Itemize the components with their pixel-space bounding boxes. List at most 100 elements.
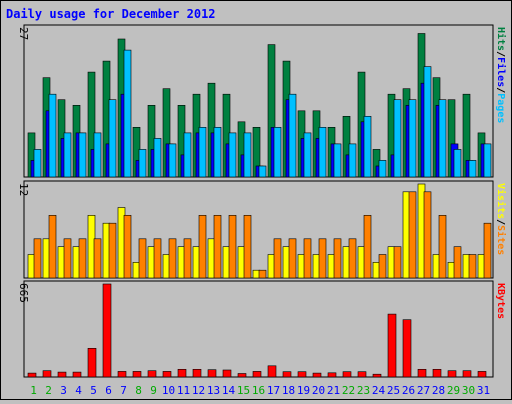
bar-kbytes-day-18 xyxy=(282,371,292,378)
bar-pages-day-13 xyxy=(213,127,222,178)
x-tick-label: 9 xyxy=(150,384,157,397)
x-tick-label: 29 xyxy=(447,384,460,397)
bar-kbytes-day-24 xyxy=(372,373,382,378)
bar-sites-day-24 xyxy=(378,254,387,279)
x-tick-label: 11 xyxy=(177,384,190,397)
bar-pages-day-31 xyxy=(483,143,492,178)
x-tick-label: 26 xyxy=(402,384,415,397)
panel-3: 665 KBytes xyxy=(17,280,506,378)
y-max-label: 665 xyxy=(17,283,30,303)
legend-separator: / xyxy=(495,51,506,57)
x-tick-label: 3 xyxy=(60,384,67,397)
bar-kbytes-day-25 xyxy=(387,313,397,378)
x-tick-label: 21 xyxy=(327,384,340,397)
bar-kbytes-day-1 xyxy=(27,372,37,378)
bar-kbytes-day-30 xyxy=(462,370,472,378)
x-tick-label: 22 xyxy=(342,384,355,397)
bar-pages-day-10 xyxy=(168,143,177,178)
bar-sites-day-23 xyxy=(363,215,372,279)
x-tick-label: 14 xyxy=(222,384,236,397)
bar-sites-day-29 xyxy=(453,246,462,279)
bar-kbytes-day-27 xyxy=(417,368,427,378)
bar-kbytes-day-10 xyxy=(162,371,172,378)
bar-pages-day-9 xyxy=(153,138,162,178)
bar-sites-day-28 xyxy=(438,215,447,279)
bar-sites-day-21 xyxy=(333,238,342,279)
panel-legend: Visits/Sites xyxy=(495,183,507,255)
chart-title: Daily usage for December 2012 xyxy=(6,7,216,21)
bar-pages-day-15 xyxy=(243,132,252,178)
bar-sites-day-31 xyxy=(483,222,492,279)
bar-pages-day-3 xyxy=(63,132,72,178)
y-max-label: 12 xyxy=(17,183,30,196)
bar-kbytes-day-19 xyxy=(297,371,307,378)
bar-sites-day-14 xyxy=(228,215,237,279)
bar-sites-day-4 xyxy=(78,238,87,279)
bar-kbytes-day-4 xyxy=(72,371,82,378)
bar-kbytes-day-5 xyxy=(87,347,97,378)
panel-legend: Hits/Files/Pages xyxy=(495,27,507,123)
x-tick-label: 12 xyxy=(192,384,205,397)
bar-sites-day-3 xyxy=(63,238,72,279)
bar-sites-day-20 xyxy=(318,238,327,279)
x-tick-label: 20 xyxy=(312,384,325,397)
bar-kbytes-day-22 xyxy=(342,371,352,378)
x-tick-label: 6 xyxy=(105,384,112,397)
bar-sites-day-6 xyxy=(108,222,117,279)
chart-panels: 27 Hits/Files/Pages 12 Visits/Sites 665 KByte… xyxy=(17,24,507,397)
bar-pages-day-18 xyxy=(288,93,297,178)
bar-sites-day-9 xyxy=(153,238,162,279)
bar-pages-day-20 xyxy=(318,127,327,178)
bar-kbytes-day-28 xyxy=(432,368,442,378)
bar-pages-day-23 xyxy=(363,116,372,178)
bar-sites-day-30 xyxy=(468,254,477,279)
bar-kbytes-day-13 xyxy=(207,369,217,378)
legend-visits: Visits xyxy=(495,183,507,219)
bar-pages-day-4 xyxy=(78,132,87,178)
bar-kbytes-day-11 xyxy=(177,368,187,378)
bar-kbytes-day-29 xyxy=(447,370,457,378)
bar-kbytes-day-21 xyxy=(327,372,337,378)
x-tick-label: 19 xyxy=(297,384,310,397)
legend-separator: / xyxy=(495,87,506,93)
bar-sites-day-19 xyxy=(303,238,312,279)
bar-sites-day-18 xyxy=(288,238,297,279)
bar-sites-day-7 xyxy=(123,215,132,279)
y-max-label: 27 xyxy=(17,27,30,40)
legend-hits: Hits xyxy=(495,27,507,51)
x-tick-label: 7 xyxy=(120,384,127,397)
x-tick-label: 17 xyxy=(267,384,280,397)
bar-sites-day-11 xyxy=(183,238,192,279)
bar-kbytes-day-6 xyxy=(102,283,112,378)
bar-sites-day-22 xyxy=(348,238,357,279)
bar-pages-day-25 xyxy=(393,99,402,178)
bar-kbytes-day-9 xyxy=(147,370,157,378)
bar-sites-day-5 xyxy=(93,238,102,279)
bar-pages-day-11 xyxy=(183,132,192,178)
bar-kbytes-day-8 xyxy=(132,371,142,378)
legend-pages: Pages xyxy=(495,93,506,123)
bar-pages-day-24 xyxy=(378,160,387,178)
bar-sites-day-26 xyxy=(408,191,417,279)
legend-kbytes: KBytes xyxy=(495,283,506,319)
bar-pages-day-2 xyxy=(48,93,57,178)
bar-pages-day-5 xyxy=(93,132,102,178)
bar-pages-day-14 xyxy=(228,132,237,178)
bar-kbytes-day-31 xyxy=(477,371,487,378)
bar-sites-day-10 xyxy=(168,238,177,279)
bar-sites-day-12 xyxy=(198,215,207,279)
bar-pages-day-17 xyxy=(273,127,282,178)
x-tick-label: 18 xyxy=(282,384,295,397)
panel-legend: KBytes xyxy=(495,283,506,319)
bar-kbytes-day-12 xyxy=(192,368,202,378)
bar-pages-day-28 xyxy=(438,99,447,178)
bar-kbytes-day-2 xyxy=(42,370,52,378)
bar-sites-day-1 xyxy=(33,238,42,279)
bar-sites-day-8 xyxy=(138,238,147,279)
bar-sites-day-27 xyxy=(423,191,432,279)
x-tick-label: 1 xyxy=(30,384,37,397)
bar-kbytes-day-26 xyxy=(402,319,412,378)
bar-sites-day-25 xyxy=(393,246,402,279)
bar-sites-day-13 xyxy=(213,215,222,279)
